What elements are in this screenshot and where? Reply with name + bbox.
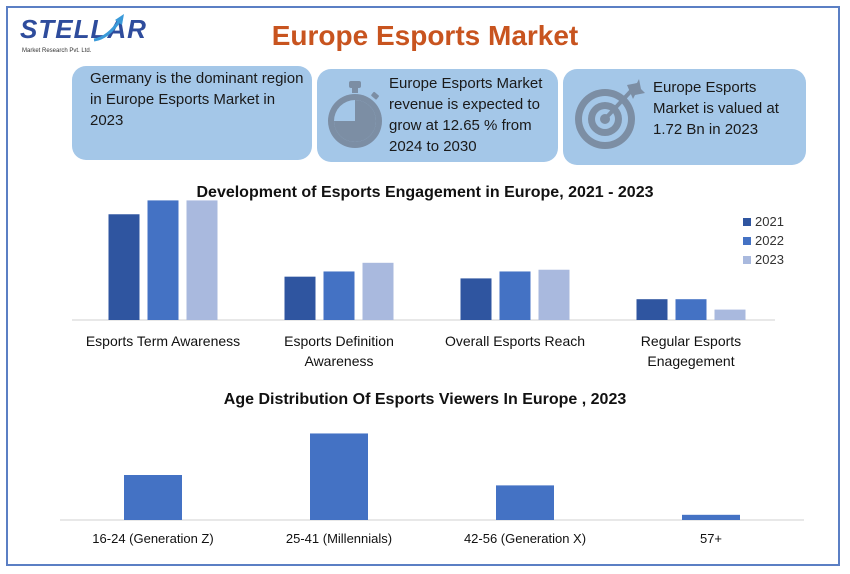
category-label: 25-41 (Millennials) <box>286 531 392 546</box>
legend-swatch <box>743 218 751 226</box>
bar-1 <box>310 433 368 520</box>
category-label: 57+ <box>700 531 722 546</box>
bar-2023-0 <box>186 200 218 320</box>
info-card-text: Europe Esports Market revenue is expecte… <box>389 75 543 155</box>
bar-3 <box>682 514 740 520</box>
category-label: 16-24 (Generation Z) <box>92 531 213 546</box>
age-distribution-bar-chart: 16-24 (Generation Z) 25-41 (Millennials) 4… <box>60 433 804 546</box>
bar-2022-1 <box>323 271 355 320</box>
info-card-text: Germany is the dominant region in Europe… <box>90 70 304 129</box>
bar-2023-1 <box>362 262 394 320</box>
legend-label: 2022 <box>755 233 784 248</box>
bar-2022-3 <box>675 299 707 320</box>
bar-0 <box>124 475 182 520</box>
engagement-bar-chart: Esports Term Awareness Esports Definition… <box>72 200 784 369</box>
legend-swatch <box>743 256 751 264</box>
info-card-text: Europe Esports Market is valued at 1.72 … <box>653 79 779 138</box>
logo: STELLAR Market Research Pvt. Ltd. <box>20 10 146 62</box>
logo-word: STELLAR <box>20 14 147 44</box>
category-label: Regular Esports Enagegement <box>641 333 741 369</box>
category-label: Esports Definition Awareness <box>284 333 394 369</box>
bar-2022-2 <box>499 271 531 320</box>
info-card-value: Europe Esports Market is valued at 1.72 … <box>563 69 806 165</box>
bar-2022-0 <box>147 200 179 320</box>
chart1-title: Development of Esports Engagement in Eur… <box>196 184 654 201</box>
page-title: Europe Esports Market <box>271 20 579 51</box>
legend-swatch <box>743 237 751 245</box>
arrow-icon <box>93 14 124 42</box>
info-card-region: Germany is the dominant region in Europe… <box>72 66 312 160</box>
bar-2021-1 <box>284 276 316 320</box>
bar-2 <box>496 485 554 520</box>
chart2-title: Age Distribution Of Esports Viewers In E… <box>223 391 627 408</box>
bar-2021-3 <box>636 299 668 320</box>
legend-label: 2021 <box>755 214 784 229</box>
category-label: Overall Esports Reach <box>445 333 585 349</box>
info-card-growth: Europe Esports Market revenue is expecte… <box>317 69 558 162</box>
bar-2023-2 <box>538 269 570 320</box>
target-icon <box>575 79 645 149</box>
category-label: Esports Term Awareness <box>86 333 240 349</box>
bar-2023-3 <box>714 309 746 320</box>
category-label: 42-56 (Generation X) <box>464 531 586 546</box>
outer-frame <box>6 6 840 566</box>
legend-label: 2023 <box>755 252 784 267</box>
logo-subtitle: Market Research Pvt. Ltd. <box>22 48 92 54</box>
stopwatch-icon <box>328 81 382 148</box>
bar-2021-2 <box>460 278 492 320</box>
bar-2021-0 <box>108 214 140 320</box>
